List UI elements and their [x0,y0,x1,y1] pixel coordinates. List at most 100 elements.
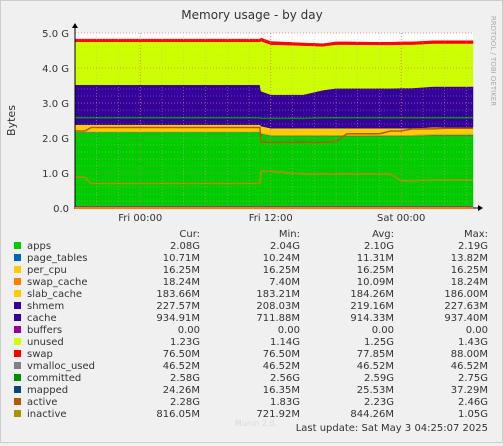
legend-row: buffers 0.00 0.00 0.00 0.00 [14,325,488,336]
legend-row: page_tables 10.71M 10.24M 11.31M 13.82M [14,253,488,264]
legend-max-value: 0.00 [466,325,488,336]
legend-max-value: 16.25M [451,265,488,276]
chart-title: Memory usage - by day [181,8,322,22]
legend-name: swap_cache [27,277,87,288]
legend-row: unused 1.23G 1.14G 1.25G 1.43G [14,337,488,348]
legend-cur-value: 1.23G [170,337,200,348]
legend-avg-value: 16.25M [357,265,394,276]
legend-avg-value: 2.23G [364,397,394,408]
legend-avg-value: 25.53M [357,385,394,396]
legend-min-value: 16.35M [263,385,300,396]
legend-header: Max: [464,229,488,240]
legend-avg-value: 2.59G [364,373,394,384]
legend-swatch [14,350,21,357]
legend-swatch [14,314,21,321]
legend-cur-value: 2.08G [170,241,200,252]
legend-name: active [27,397,57,408]
legend-avg-value: 844.26M [350,409,394,420]
legend-cur-value: 0.00 [178,325,200,336]
legend-swatch [14,302,21,309]
legend-min-value: 10.24M [263,253,300,264]
legend-row: active 2.28G 1.83G 2.23G 2.46G [14,397,488,408]
rrdtool-credit: RRDTOOL / TOBI OETIKER [489,16,497,106]
legend-min-value: 0.00 [278,325,300,336]
legend-max-value: 46.52M [451,361,488,372]
legend-name: unused [27,337,64,348]
legend-min-value: 7.40M [269,277,300,288]
legend-name: cache [27,313,57,324]
legend-max-value: 1.05G [458,409,488,420]
x-tick-label: Sat 00:00 [377,213,425,224]
legend-avg-value: 914.33M [350,313,394,324]
line-series-committed [75,116,473,120]
legend-header: Avg: [372,229,394,240]
legend-swatch [14,278,21,285]
legend-avg-value: 11.31M [357,253,394,264]
y-tick-label: 3.0 G [42,99,69,110]
legend-row: mapped 24.26M 16.35M 25.53M 37.29M [14,385,488,396]
legend-name: per_cpu [27,265,67,276]
legend-name: buffers [27,325,62,336]
legend-row: vmalloc_used 46.52M 46.52M 46.52M 46.52M [14,361,488,372]
legend-cur-value: 183.66M [156,289,200,300]
legend-avg-value: 184.26M [350,289,394,300]
legend-name: apps [27,241,51,252]
legend-swatch [14,254,21,261]
legend-min-value: 2.56G [270,373,300,384]
legend-row: slab_cache 183.66M 183.21M 184.26M 186.00M [14,289,488,300]
legend-min-value: 1.14G [270,337,300,348]
legend-min-value: 76.50M [263,349,300,360]
y-tick-label: 1.0 G [42,169,69,180]
legend-min-value: 2.04G [270,241,300,252]
x-tick-label: Fri 12:00 [249,213,293,224]
legend-swatch [14,338,21,345]
legend-swatch [14,386,21,393]
legend-avg-value: 77.85M [357,349,394,360]
y-tick-label: 5.0 G [42,29,69,40]
legend-max-value: 186.00M [444,289,488,300]
legend-min-value: 183.21M [256,289,300,300]
legend-row: inactive 816.05M 721.92M 844.26M 1.05G [14,409,488,420]
legend-cur-value: 46.52M [163,361,200,372]
legend-avg-value: 1.25G [364,337,394,348]
legend-avg-value: 46.52M [357,361,394,372]
legend-swatch [14,410,21,417]
legend-name: committed [27,373,81,384]
legend-min-value: 711.88M [256,313,300,324]
legend-max-value: 2.46G [458,397,488,408]
x-tick-label: Fri 00:00 [118,213,162,224]
legend-cur-value: 227.57M [156,301,200,312]
munin-watermark: Munin 2.0. [235,419,277,428]
legend-avg-value: 219.16M [350,301,394,312]
legend-min-value: 721.92M [256,409,300,420]
legend-max-value: 18.24M [451,277,488,288]
legend-cur-value: 24.26M [163,385,200,396]
y-tick-label: 2.0 G [42,134,69,145]
legend-name: slab_cache [27,289,82,300]
legend-swatch [14,398,21,405]
legend-name: shmem [27,301,64,312]
legend-name: vmalloc_used [27,361,95,372]
legend-avg-value: 2.10G [364,241,394,252]
legend-cur-value: 2.58G [170,373,200,384]
legend-cur-value: 2.28G [170,397,200,408]
legend-cur-value: 76.50M [163,349,200,360]
legend-max-value: 2.75G [458,373,488,384]
legend-max-value: 2.19G [458,241,488,252]
area-series-apps [74,132,474,209]
y-tick-label: 0.0 [53,204,69,215]
line-series-inactive [75,170,473,185]
legend-row: swap_cache 18.24M 7.40M 10.09M 18.24M [14,277,488,288]
legend-max-value: 227.63M [444,301,488,312]
legend-cur-value: 18.24M [163,277,200,288]
legend-name: mapped [27,385,68,396]
legend-swatch [14,362,21,369]
line-series-active [75,126,473,143]
legend-name: swap [27,349,53,360]
y-axis-label: Bytes [5,105,18,136]
legend-cur-value: 16.25M [163,265,200,276]
x-axis-arrow [478,205,483,211]
y-tick-label: 4.0 G [42,64,69,75]
legend-max-value: 1.43G [458,337,488,348]
